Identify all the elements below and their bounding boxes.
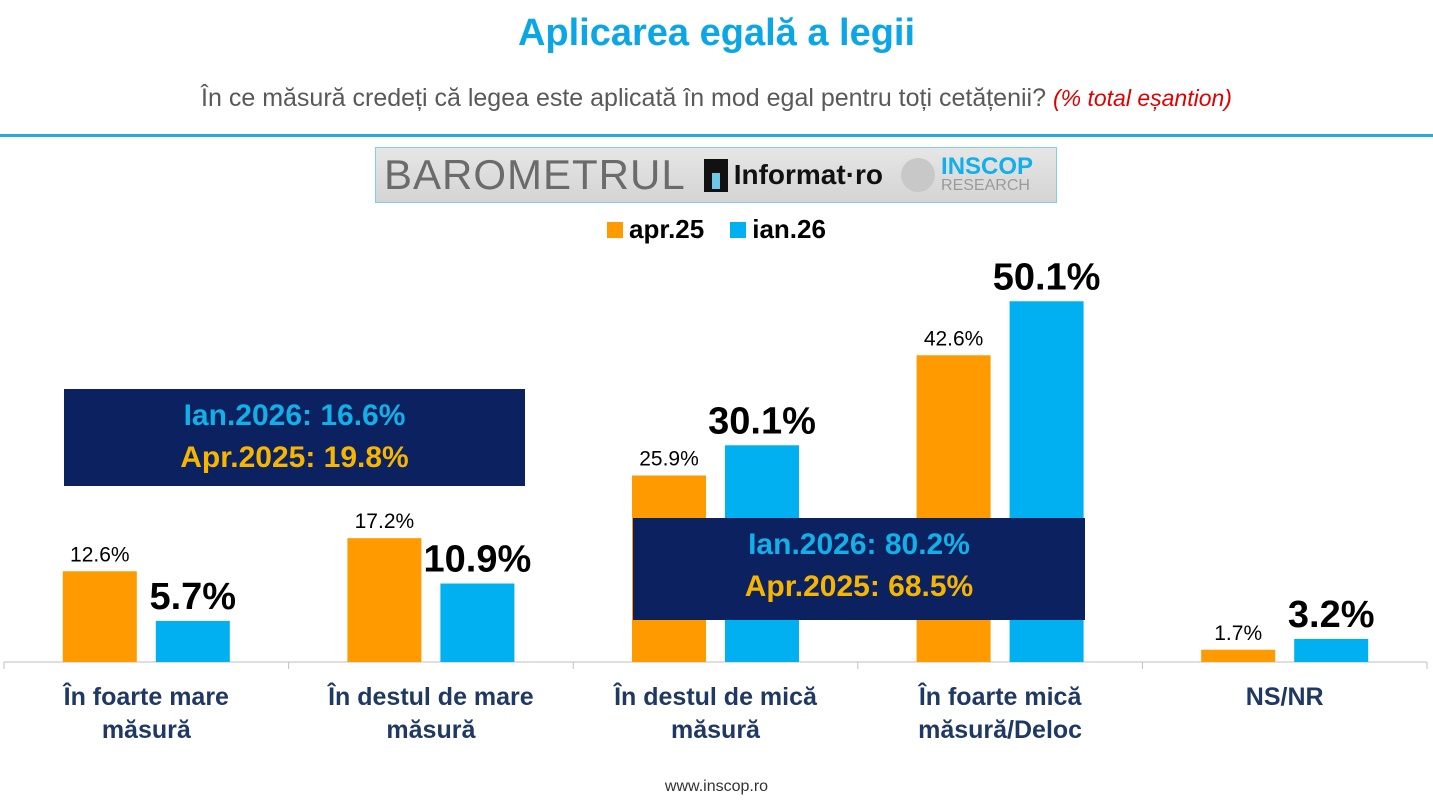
bar-ian.26 [440,583,515,662]
annotation-apr25: Apr.2025: 68.5% [744,570,974,603]
annotation-apr25: Apr.2025: 19.8% [180,441,409,474]
data-label: 5.7% [149,576,236,618]
informat-logo: Informat·ro [703,158,884,192]
category-label: măsură [386,716,476,744]
annotation-ian26: Ian.2026: 80.2% [748,528,970,561]
research-text: RESEARCH [941,177,1030,194]
category-label: În foarte mică [917,681,1083,711]
data-label: 50.1% [993,256,1101,298]
data-label: 1.7% [1214,622,1262,645]
category-label: NS/NR [1246,683,1324,711]
annotation-box-low: Ian.2026: 80.2% Apr.2025: 68.5% [633,518,1085,620]
chart-subtitle: În ce măsură credeți că legea este aplic… [0,84,1433,113]
informat-icon [703,158,728,192]
subtitle-text: În ce măsură credeți că legea este aplic… [201,84,1046,112]
inscop-text: INSCOP [941,153,1034,180]
inscop-logo: INSCOP RESEARCH [901,153,1034,194]
barometru-logo: BAROMETRUL [384,151,686,198]
data-label: 30.1% [708,400,816,442]
category-label: măsură/Deloc [918,716,1082,744]
inscop-icon [901,158,936,192]
category-label: În destul de mică [612,681,818,711]
legend: apr.25 ian.26 [0,214,1433,245]
category-label: În foarte mare [62,681,229,711]
data-label: 25.9% [639,448,699,471]
category-label: măsură [102,716,192,744]
divider [0,134,1433,137]
category-label: măsură [671,716,761,744]
legend-item-apr25: apr.25 [607,214,704,245]
data-label: 10.9% [424,539,532,581]
bar-apr.25 [62,571,137,662]
data-label: 17.2% [355,510,415,533]
bar-apr.25 [1201,649,1276,662]
category-label: În destul de mare [326,681,534,711]
annotation-ian26: Ian.2026: 16.6% [183,399,406,432]
data-label: 42.6% [924,327,984,350]
bar-ian.26 [155,620,230,662]
subtitle-note: (% total eșantion) [1052,85,1232,111]
sponsor-banner: BAROMETRUL Informat·ro INSCOP RESEARCH [375,147,1057,203]
footer-url: www.inscop.ro [664,778,769,795]
data-label: 3.2% [1288,594,1375,636]
legend-item-ian26: ian.26 [730,214,826,245]
data-label: 12.6% [70,543,130,566]
informat-text: Informat·ro [733,159,884,190]
chart-title: Aplicarea egală a legii [517,12,916,54]
bar-ian.26 [1294,638,1369,662]
annotation-box-high: Ian.2026: 16.6% Apr.2025: 19.8% [64,389,525,486]
bar-apr.25 [347,538,422,662]
